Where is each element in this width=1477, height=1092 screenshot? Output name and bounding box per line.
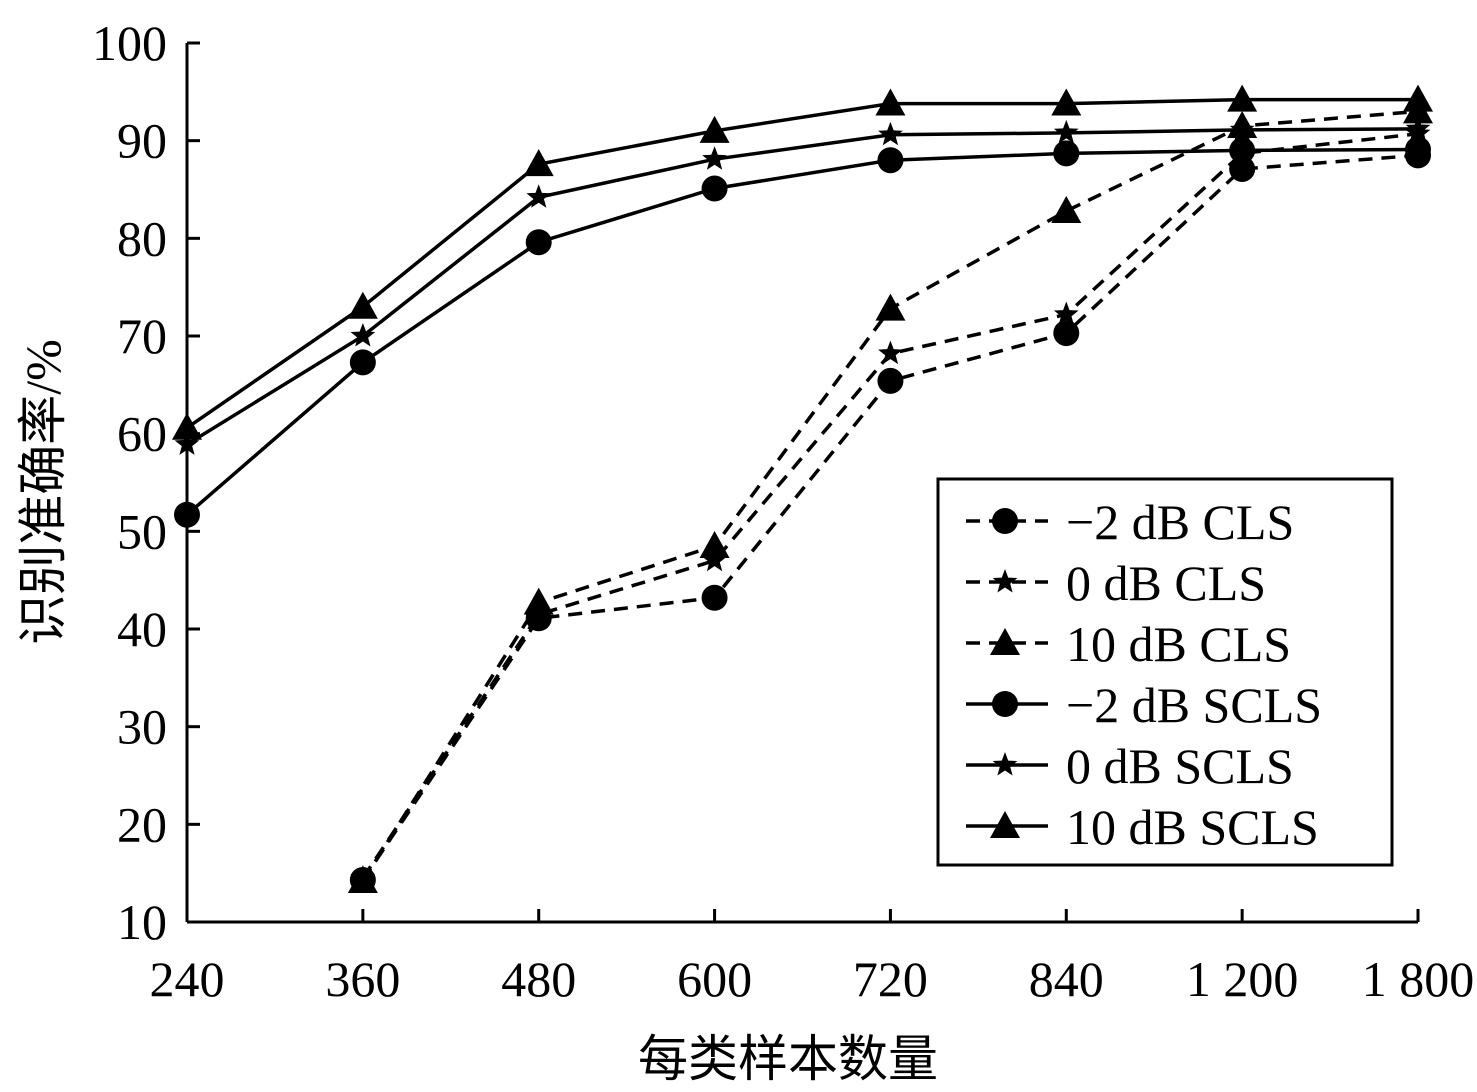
data-point-star bbox=[1053, 119, 1079, 144]
x-tick-label: 240 bbox=[150, 951, 225, 1007]
series-line bbox=[186, 97, 1418, 430]
axes: 10 20 30 40 50 60 70 80 90 100 240 360 480 600 720 840… bbox=[92, 15, 1474, 1007]
x-tick-label: 1 800 bbox=[1362, 951, 1475, 1007]
legend-marker-circle bbox=[992, 508, 1018, 534]
legend-marker-circle bbox=[992, 691, 1018, 717]
data-point-star bbox=[878, 340, 903, 365]
x-ticks: 240 360 480 600 720 840 1 200 1 800 bbox=[150, 909, 1475, 1007]
data-point-circle bbox=[877, 367, 904, 394]
data-point-star bbox=[1053, 301, 1079, 325]
data-point-triangle bbox=[1051, 195, 1082, 223]
legend-marker-star bbox=[992, 569, 1018, 593]
x-tick-label: 720 bbox=[853, 951, 928, 1007]
y-tick-label: 70 bbox=[117, 308, 167, 364]
legend-marker-star bbox=[992, 752, 1018, 776]
data-point-star bbox=[350, 323, 376, 347]
series-line bbox=[185, 147, 1419, 517]
legend-label: 10 dB CLS bbox=[1066, 616, 1291, 672]
legend-item: −2 dB CLS bbox=[966, 494, 1294, 550]
data-point-circle bbox=[701, 584, 728, 611]
data-point-circle bbox=[349, 349, 376, 376]
data-point-circle bbox=[1405, 136, 1431, 163]
series-layer bbox=[172, 84, 1433, 894]
data-point-triangle bbox=[875, 293, 906, 321]
data-point-triangle bbox=[347, 865, 378, 893]
legend-label: −2 dB CLS bbox=[1066, 494, 1294, 550]
y-tick-label: 50 bbox=[117, 503, 167, 559]
data-point-circle bbox=[701, 175, 728, 202]
legend-marker-triangle bbox=[990, 811, 1020, 838]
y-tick-label: 60 bbox=[117, 406, 167, 462]
legend-label: 0 dB CLS bbox=[1066, 555, 1266, 611]
data-point-circle bbox=[1053, 320, 1080, 347]
legend-item: 10 dB CLS bbox=[966, 616, 1291, 672]
x-tick-label: 480 bbox=[501, 951, 576, 1007]
legend-item: 10 dB SCLS bbox=[966, 799, 1319, 855]
data-point-circle bbox=[1229, 137, 1256, 164]
legend-label: 0 dB SCLS bbox=[1066, 738, 1294, 794]
data-point-circle bbox=[877, 147, 904, 174]
x-tick-label: 360 bbox=[325, 951, 400, 1007]
y-tick-label: 90 bbox=[117, 113, 167, 169]
legend-label: 10 dB SCLS bbox=[1066, 799, 1319, 855]
data-point-circle bbox=[525, 229, 552, 256]
y-tick-label: 100 bbox=[92, 15, 167, 71]
x-tick-label: 600 bbox=[677, 951, 752, 1007]
data-point-circle bbox=[174, 501, 200, 528]
x-tick-label: 840 bbox=[1029, 951, 1104, 1007]
legend-marker-triangle bbox=[990, 628, 1020, 655]
data-point-triangle bbox=[1403, 84, 1433, 112]
data-point-circle bbox=[1053, 140, 1080, 167]
legend-box bbox=[936, 477, 1394, 867]
data-point-star bbox=[526, 184, 552, 208]
y-tick-label: 30 bbox=[117, 699, 167, 755]
data-point-triangle bbox=[523, 587, 554, 615]
data-point-star bbox=[702, 146, 727, 170]
legend-item: 0 dB SCLS bbox=[966, 738, 1294, 794]
series-3 bbox=[174, 136, 1431, 528]
data-point-star bbox=[1405, 115, 1431, 140]
x-axis-title: 每类样本数量 bbox=[638, 1031, 938, 1087]
data-point-triangle bbox=[699, 115, 730, 143]
series-line bbox=[186, 127, 1419, 446]
data-point-star bbox=[702, 547, 727, 572]
series-4 bbox=[174, 115, 1431, 455]
legend-item: −2 dB SCLS bbox=[966, 677, 1322, 733]
data-point-star bbox=[878, 121, 903, 146]
data-point-triangle bbox=[172, 412, 202, 440]
legend-label: −2 dB SCLS bbox=[1066, 677, 1322, 733]
y-tick-label: 40 bbox=[117, 601, 167, 657]
x-tick-label: 1 200 bbox=[1186, 951, 1299, 1007]
data-point-triangle bbox=[1051, 88, 1082, 116]
data-point-triangle bbox=[699, 530, 730, 558]
data-point-triangle bbox=[523, 149, 554, 177]
legend-item: 0 dB CLS bbox=[966, 555, 1266, 611]
data-point-triangle bbox=[1227, 84, 1258, 112]
y-tick-label: 10 bbox=[117, 894, 167, 950]
series-5 bbox=[172, 84, 1433, 440]
y-axis-title: 识别准确率/% bbox=[15, 339, 71, 645]
data-point-star bbox=[174, 431, 200, 455]
y-tick-label: 80 bbox=[117, 210, 167, 266]
y-ticks: 10 20 30 40 50 60 70 80 90 100 bbox=[92, 15, 200, 950]
data-point-star bbox=[1229, 116, 1255, 141]
data-point-triangle bbox=[875, 88, 906, 116]
data-point-triangle bbox=[347, 291, 378, 319]
y-tick-label: 20 bbox=[117, 796, 167, 852]
